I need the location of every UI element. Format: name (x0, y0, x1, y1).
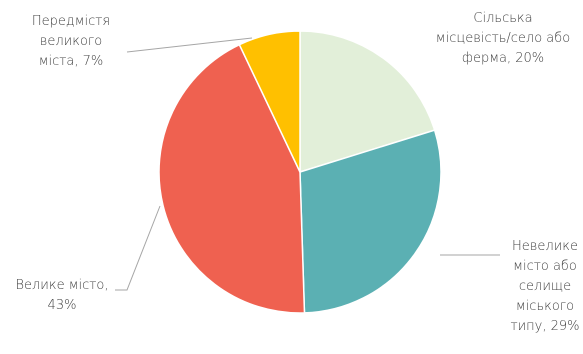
slice-label-1-line-4: типу, 29% (510, 319, 579, 334)
slice-label-1-line-2: селище (519, 279, 571, 294)
slice-label-0-line-2: ферма, 20% (462, 51, 544, 66)
slice-label-3-line-1: великого (40, 34, 103, 49)
pie-slice-0 (299, 30, 436, 174)
leader-lines (115, 37, 500, 291)
pie-slices (158, 30, 442, 314)
slice-label-0: Сільська місцевість/село або ферма, 20% (436, 11, 570, 66)
slice-label-3-line-0: Передмістя (32, 14, 110, 29)
slice-label-2: Велике місто, 43% (15, 278, 108, 313)
slice-label-2-line-1: 43% (48, 298, 77, 313)
slice-label-0-line-0: Сільська (473, 11, 532, 26)
slice-label-1-line-3: міського (516, 299, 574, 314)
slice-label-3-line-2: міста, 7% (39, 54, 104, 69)
slice-label-1-line-1: місто або (513, 259, 577, 274)
leader-line-3 (126, 37, 253, 53)
pie-slice-3 (238, 30, 301, 173)
slice-label-1-line-0: Невелике (512, 239, 578, 254)
leader-line-2 (115, 205, 161, 291)
slice-label-2-line-0: Велике місто, (15, 278, 108, 293)
slice-labels: Сільська місцевість/село або ферма, 20% Нев… (15, 11, 579, 334)
slice-label-1: Невелике місто або селище міського типу, 29% (510, 239, 579, 334)
pie-slice-2 (158, 43, 306, 314)
pie-slice-1 (299, 129, 442, 314)
slice-label-0-line-1: місцевість/село або (436, 31, 570, 46)
slice-label-3: Передмістя великого міста, 7% (32, 14, 110, 69)
